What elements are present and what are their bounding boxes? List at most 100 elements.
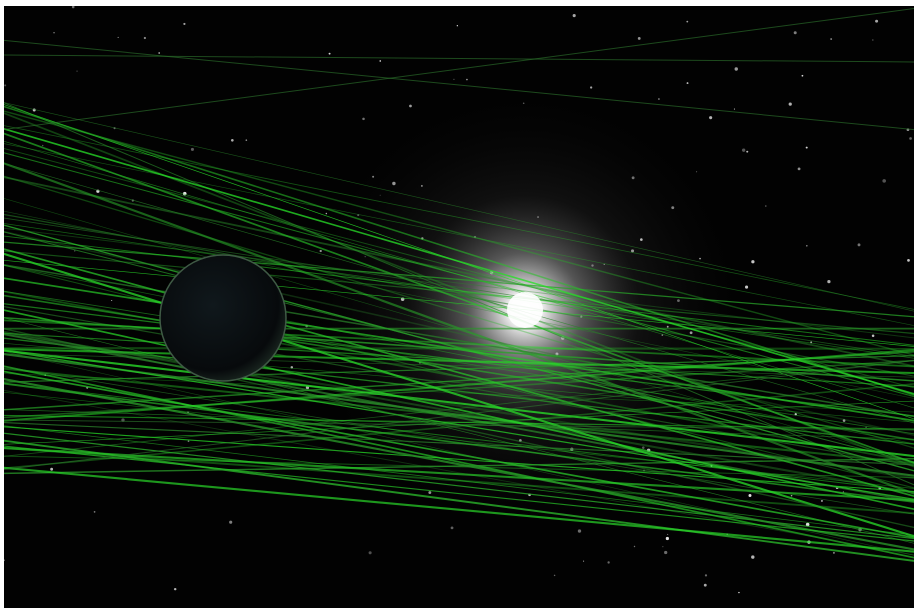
star [328, 52, 331, 55]
star [183, 22, 186, 26]
beam [4, 316, 914, 382]
star [832, 551, 835, 554]
star [746, 150, 749, 153]
star [607, 561, 610, 564]
beam [4, 259, 914, 347]
star [572, 14, 576, 18]
star [857, 243, 861, 247]
star [810, 341, 813, 344]
star [362, 117, 365, 121]
beam [4, 330, 914, 494]
beam [4, 353, 914, 378]
star [738, 591, 740, 594]
beam [4, 175, 914, 449]
beam [4, 367, 914, 465]
beam [4, 102, 914, 312]
beam [4, 445, 914, 542]
star [686, 82, 689, 85]
beam [4, 143, 914, 326]
beam [4, 348, 914, 422]
beam [4, 163, 914, 424]
beam [4, 373, 914, 413]
star [882, 179, 886, 183]
star [143, 36, 147, 40]
star [665, 536, 669, 541]
star [790, 494, 793, 497]
star [409, 104, 412, 108]
beam [4, 425, 914, 536]
beam [4, 332, 914, 387]
star [4, 559, 5, 562]
beam [4, 359, 914, 471]
star [734, 67, 738, 71]
beam [4, 370, 914, 539]
star [709, 116, 713, 120]
beam [4, 217, 914, 357]
star [805, 146, 808, 149]
star [117, 36, 119, 38]
beam [4, 294, 914, 441]
star [553, 574, 556, 577]
star [456, 25, 458, 27]
beam [4, 127, 914, 395]
star [589, 86, 593, 89]
star [71, 6, 75, 9]
star [865, 426, 867, 429]
beam [4, 224, 914, 472]
beam [4, 235, 914, 346]
beam [4, 210, 914, 399]
beam [4, 264, 914, 489]
star [830, 38, 833, 41]
star [231, 138, 234, 142]
star [801, 74, 804, 77]
beam [4, 132, 914, 464]
star [788, 102, 792, 106]
star [453, 78, 455, 80]
star [76, 70, 78, 72]
star [190, 147, 194, 151]
image-area [4, 6, 914, 608]
star [765, 205, 767, 207]
star [704, 574, 708, 577]
beam [4, 328, 914, 529]
beam [4, 248, 914, 498]
star [93, 510, 96, 513]
beam [4, 250, 914, 335]
green-beams [4, 8, 914, 562]
star [748, 493, 752, 497]
beam [4, 231, 914, 463]
star [821, 499, 823, 502]
beam [4, 414, 914, 430]
beam [4, 152, 914, 398]
star [842, 419, 846, 422]
beam [4, 290, 914, 435]
star [805, 522, 810, 527]
star [290, 366, 294, 369]
star [751, 260, 755, 264]
star [466, 78, 468, 81]
beam [4, 227, 914, 339]
beam [4, 419, 914, 431]
beam [4, 378, 914, 551]
star [187, 440, 190, 443]
beam [4, 439, 914, 562]
beam [4, 349, 914, 458]
star [53, 32, 55, 34]
beam [4, 400, 914, 445]
sun-core [507, 292, 543, 328]
star [633, 545, 636, 548]
beam [4, 265, 914, 445]
star [806, 244, 808, 247]
star [245, 139, 248, 141]
beam [4, 54, 914, 63]
star [733, 108, 736, 110]
beam [4, 347, 914, 350]
beam [4, 355, 914, 383]
star [379, 60, 382, 62]
star [41, 144, 44, 147]
star [173, 587, 177, 591]
star [793, 31, 797, 35]
beam [4, 309, 914, 511]
